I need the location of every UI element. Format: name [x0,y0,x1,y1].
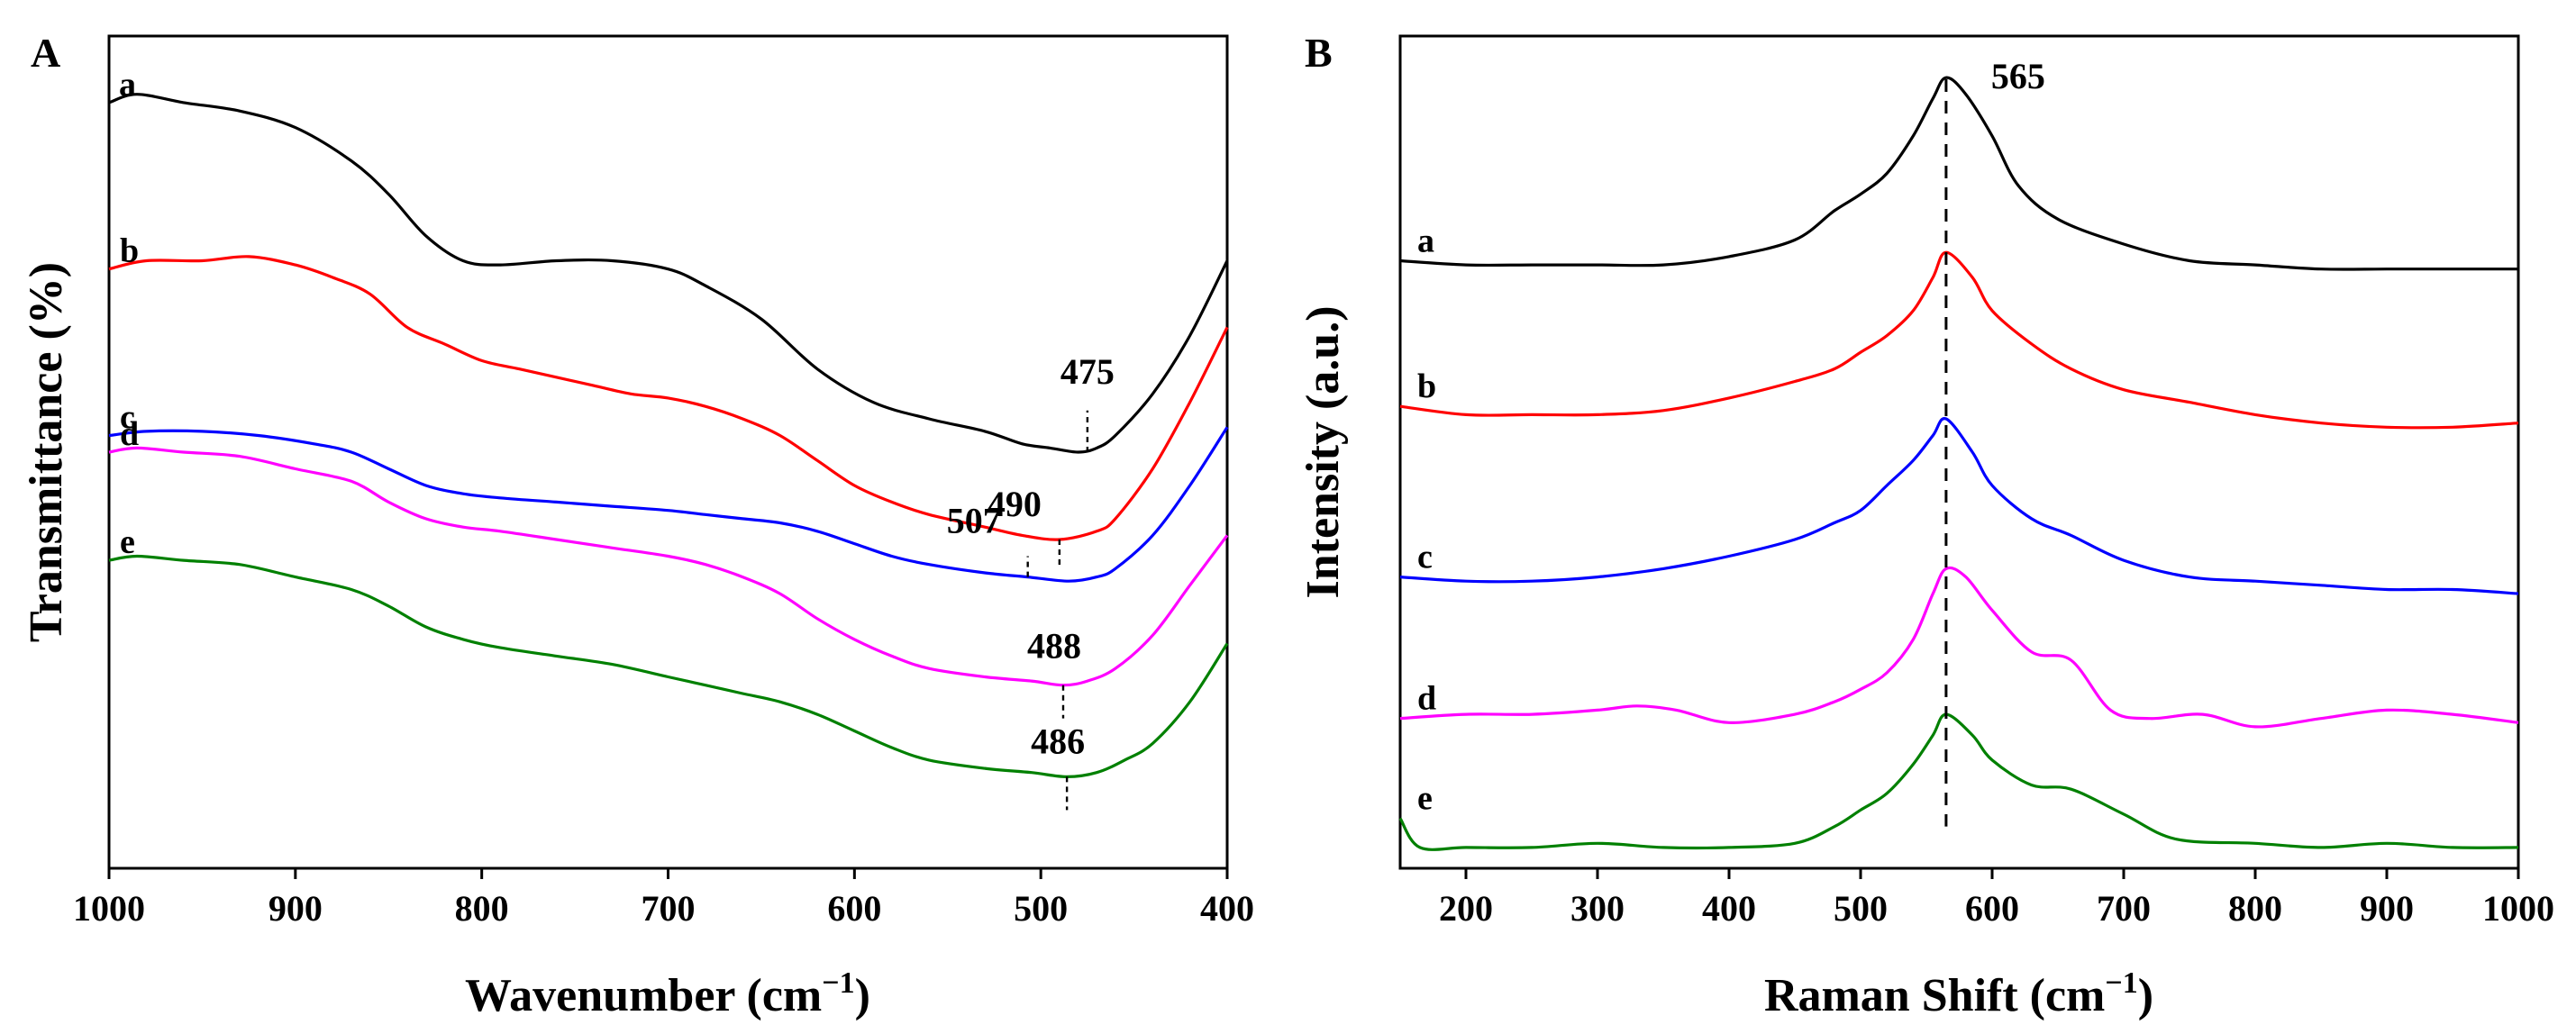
panel-b-plot-frame [1398,34,2520,870]
panel-b-label: B [1305,30,1333,76]
series-line-d [1399,566,2519,729]
series-label-e: e [1417,780,1433,818]
series-label-b: b [1417,367,1436,405]
peak-annotation-label: 507 [947,501,1001,541]
x-tick-label: 900 [2360,888,2414,929]
series-line-b [108,255,1229,541]
x-tick-label: 400 [1200,888,1254,929]
series-line-a [108,93,1229,454]
series-line-a [1399,76,2518,271]
panel-a-y-axis-title: Transmittance (%) [21,262,72,642]
panel-b: B 200 300 400 500 600 700 800 900 1000 a b c d e 565… [1297,30,2554,1021]
x-tick-label: 900 [269,888,323,929]
series-line-e [1398,712,2519,851]
x-tick-label: 800 [455,888,509,929]
panel-b-x-ticks: 200 300 400 500 600 700 800 900 1000 [1439,868,2554,929]
x-tick-label: 600 [1965,888,2019,929]
x-tick-label: 500 [1834,888,1888,929]
panel-a: A 1000 900 800 700 600 500 400 a b cd e 475 490507… [21,30,1254,1021]
series-label-c: c [1417,539,1433,576]
x-tick-label: 400 [1702,888,1756,929]
peak-annotation-label: 475 [1060,351,1115,392]
series-line-e [108,554,1229,778]
peak-annotation-label: 488 [1027,626,1081,667]
x-tick-label: 800 [2228,888,2282,929]
series-label-a: a [119,66,136,104]
x-tick-label: 200 [1439,888,1493,929]
panel-a-x-ticks: 1000 900 800 700 600 500 400 [73,868,1254,929]
series-label-d: d [120,415,139,453]
series-label-c: c [120,399,135,437]
peak-annotation-label: 490 [988,484,1042,524]
x-tick-label: 1000 [73,888,145,929]
panel-b-annotations: 565 [1944,56,2045,827]
x-tick-label: 700 [2097,888,2151,929]
peak-annotation-label: 565 [1991,56,2045,96]
panel-b-y-axis-title: Intensity (a.u.) [1297,305,1349,598]
x-tick-label: 300 [1570,888,1625,929]
peak-annotation-label: 486 [1031,721,1085,761]
series-label-b: b [120,232,139,270]
panel-a-label: A [31,30,60,76]
x-tick-label: 700 [642,888,696,929]
panel-a-series: a b cd e [108,66,1229,778]
panel-a-x-axis-title: Wavenumber (cm−1) [465,966,870,1021]
series-label-d: d [1417,680,1436,718]
x-tick-label: 500 [1014,888,1068,929]
panel-b-x-axis-title: Raman Shift (cm−1) [1764,966,2153,1021]
series-label-a: a [1417,222,1434,259]
series-line-c [108,426,1229,583]
series-line-c [1399,417,2519,595]
series-line-b [1399,250,2519,430]
x-tick-label: 600 [827,888,881,929]
series-label-e: e [120,523,135,561]
series-line-d [108,446,1229,687]
panel-b-series: a b c d e [1398,76,2519,851]
x-tick-label: 1000 [2482,888,2554,929]
